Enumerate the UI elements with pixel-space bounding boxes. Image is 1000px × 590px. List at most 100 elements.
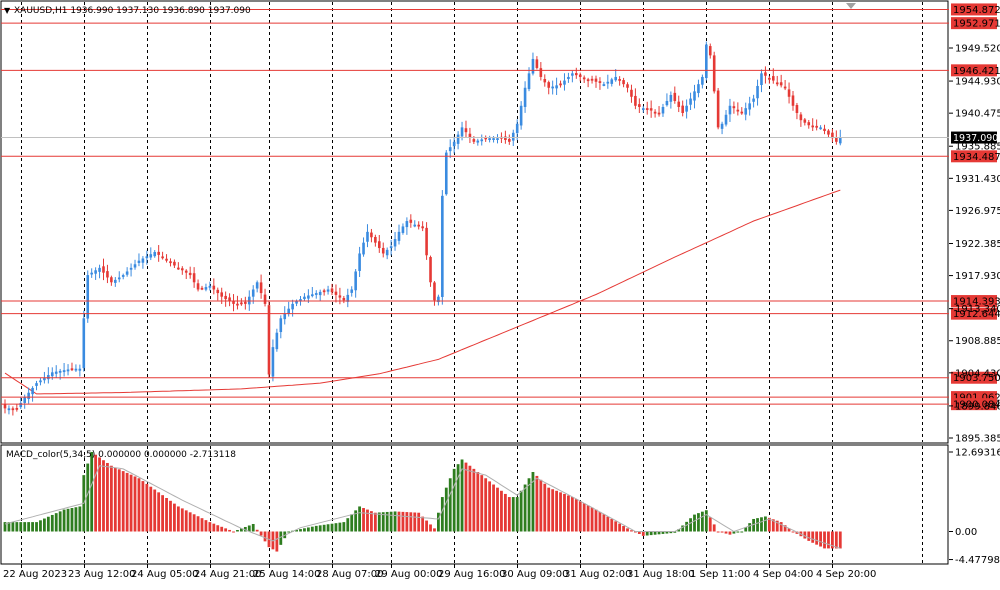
- candle-bear: [772, 68, 775, 84]
- macd-bar: [795, 531, 799, 534]
- macd-bar: [232, 531, 235, 533]
- macd-bar: [527, 478, 531, 532]
- macd-bar: [807, 531, 811, 541]
- macd-bar: [129, 474, 133, 532]
- macd-bar: [704, 510, 708, 532]
- time-tick-label: 31 Aug 02:00: [564, 569, 631, 580]
- macd-bar: [98, 457, 101, 532]
- candle-bull: [153, 250, 157, 258]
- price-tick-label: 1949.520: [955, 44, 1000, 55]
- macd-bar: [669, 531, 673, 534]
- macd-bar: [677, 529, 681, 532]
- candle-bull: [705, 41, 708, 81]
- level-label: 1903.750: [953, 373, 1000, 384]
- macd-bar: [117, 469, 121, 532]
- candle-bull: [350, 286, 354, 297]
- macd-bar: [220, 526, 224, 532]
- candle-bear: [342, 295, 346, 304]
- candle-bull: [82, 310, 86, 372]
- macd-bar: [720, 531, 724, 533]
- macd-bar: [555, 490, 558, 532]
- candle-bear: [425, 222, 428, 260]
- candle-bull: [413, 220, 417, 228]
- level-label-bg: [951, 17, 997, 30]
- candle-bull: [86, 270, 90, 323]
- price-tick-label: 1913.340: [955, 304, 1000, 315]
- candle-bull: [760, 69, 763, 93]
- candle-bear: [594, 75, 598, 88]
- macd-bar: [586, 505, 590, 532]
- candle-bull: [701, 74, 704, 89]
- time-tick-label: 22 Aug 2023: [3, 569, 67, 580]
- macd-bar: [760, 517, 763, 532]
- macd-bar: [106, 462, 109, 532]
- macd-bar: [299, 529, 302, 532]
- candle-bear: [192, 267, 196, 288]
- macd-bar: [791, 531, 795, 533]
- candle-bear: [216, 287, 220, 301]
- time-tick-label: 31 Aug 18:00: [627, 569, 694, 580]
- macd-bar: [779, 522, 783, 532]
- macd-bar: [614, 521, 618, 532]
- candle-bull: [311, 287, 314, 298]
- candle-bear: [543, 74, 547, 87]
- macd-bar: [326, 524, 330, 532]
- candle-bear: [188, 266, 192, 279]
- macd-bar: [523, 484, 527, 532]
- candle-bear: [196, 279, 200, 292]
- candle-bear: [110, 275, 113, 286]
- candle-bear: [653, 109, 657, 118]
- macd-bar: [322, 524, 326, 532]
- candle-bear: [106, 264, 109, 284]
- candle-bull: [397, 224, 401, 245]
- candle-bear: [11, 406, 15, 416]
- macd-bar: [756, 518, 759, 532]
- candle-bull: [405, 217, 409, 235]
- time-tick-label: 24 Aug 21:00: [194, 569, 261, 580]
- macd-bar: [736, 531, 740, 533]
- candle-bull: [571, 70, 574, 83]
- macd-bar: [54, 513, 58, 532]
- macd-bar: [700, 511, 704, 532]
- macd-bar: [515, 497, 519, 532]
- candle-bull: [614, 69, 617, 82]
- price-tick-label: 1926.975: [955, 206, 1000, 217]
- scroll-marker-icon[interactable]: [846, 3, 856, 9]
- candle-bear: [831, 128, 834, 143]
- macd-bar: [618, 523, 622, 532]
- candle-bear: [712, 51, 716, 94]
- candle-bull: [303, 293, 306, 301]
- macd-bar: [263, 531, 267, 542]
- candle-bear: [417, 221, 420, 230]
- candle-bull: [448, 139, 452, 159]
- macd-bar: [385, 511, 389, 532]
- candle-bear: [259, 274, 263, 299]
- candle-bull: [720, 121, 724, 135]
- macd-bar: [338, 522, 342, 532]
- macd-bar: [626, 528, 629, 532]
- candle-bear: [169, 258, 172, 267]
- macd-bar: [574, 499, 578, 532]
- macd-bar: [637, 531, 641, 535]
- macd-bar: [94, 454, 98, 532]
- candle-bull: [665, 93, 669, 107]
- candle-bull: [689, 92, 692, 111]
- candle-bear: [263, 288, 267, 307]
- candle-bear: [535, 56, 539, 70]
- macd-bar: [243, 526, 247, 532]
- candle-bear: [161, 251, 164, 260]
- candle-bear: [645, 101, 649, 115]
- candle-bull: [145, 250, 149, 265]
- macd-bar: [113, 467, 117, 532]
- macd-bar: [437, 512, 440, 532]
- macd-bar: [551, 489, 555, 532]
- candle-bull: [271, 339, 275, 382]
- candle-bear: [429, 255, 432, 287]
- macd-bar: [401, 511, 405, 532]
- macd-bar: [102, 460, 105, 532]
- current-price-bg: [951, 131, 997, 144]
- candle-bear: [200, 285, 204, 291]
- candle-bull: [385, 247, 389, 260]
- candle-bull: [54, 365, 58, 378]
